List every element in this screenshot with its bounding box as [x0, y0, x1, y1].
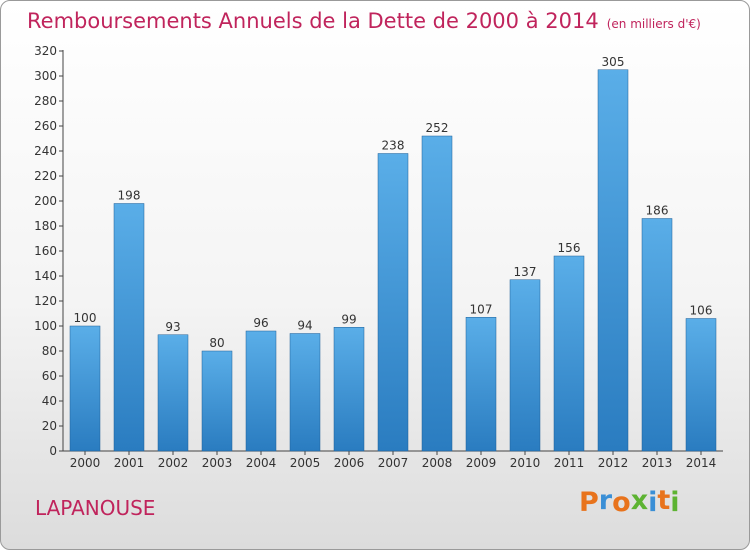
- bar-2003: [201, 350, 233, 452]
- y-tick-label: 240: [34, 144, 57, 158]
- bar-2000: [69, 325, 101, 452]
- logo-letter: o: [612, 487, 631, 518]
- y-tick-label: 180: [34, 219, 57, 233]
- data-label: 100: [74, 311, 97, 325]
- data-label: 96: [253, 316, 268, 330]
- y-tick-label: 0: [49, 444, 57, 458]
- data-label: 107: [470, 302, 493, 316]
- data-label: 198: [118, 189, 141, 203]
- y-tick-label: 320: [34, 44, 57, 58]
- y-tick-label: 80: [42, 344, 57, 358]
- x-tick-label: 2013: [642, 456, 673, 470]
- data-label: 93: [165, 320, 180, 334]
- x-tick-label: 2002: [158, 456, 189, 470]
- data-label: 80: [209, 336, 224, 350]
- y-tick-label: 300: [34, 69, 57, 83]
- logo-letter: i: [648, 487, 658, 518]
- y-tick-label: 60: [42, 369, 57, 383]
- y-tick-label: 280: [34, 94, 57, 108]
- x-tick-label: 2011: [554, 456, 585, 470]
- y-tick-label: 40: [42, 394, 57, 408]
- data-label: 106: [690, 304, 713, 318]
- bar-2008: [421, 135, 453, 452]
- logo-letter: r: [598, 485, 613, 516]
- chart-title-main: Remboursements Annuels de la Dette de 20…: [27, 9, 599, 33]
- y-tick-label: 160: [34, 244, 57, 258]
- data-label: 186: [646, 204, 669, 218]
- bar-2007: [377, 153, 409, 452]
- data-label: 305: [602, 55, 625, 69]
- x-tick-label: 2007: [378, 456, 409, 470]
- x-tick-label: 2010: [510, 456, 541, 470]
- y-tick-label: 220: [34, 169, 57, 183]
- y-tick-label: 120: [34, 294, 57, 308]
- bar-2009: [465, 317, 497, 452]
- x-tick-label: 2014: [686, 456, 717, 470]
- chart-title: Remboursements Annuels de la Dette de 20…: [27, 9, 701, 33]
- data-label: 137: [514, 265, 537, 279]
- logo-letter: x: [630, 485, 649, 516]
- data-label: 238: [382, 139, 405, 153]
- bar-2013: [641, 218, 673, 452]
- x-tick-label: 2006: [334, 456, 365, 470]
- y-tick-label: 100: [34, 319, 57, 333]
- data-label: 99: [341, 312, 356, 326]
- x-tick-label: 2004: [246, 456, 277, 470]
- bar-2002: [157, 334, 189, 452]
- x-tick-label: 2003: [202, 456, 233, 470]
- logo-letter: t: [657, 485, 671, 516]
- x-tick-label: 2001: [114, 456, 145, 470]
- x-tick-label: 2005: [290, 456, 321, 470]
- bar-2004: [245, 330, 277, 452]
- logo-letter: P: [579, 487, 599, 518]
- y-tick-label: 260: [34, 119, 57, 133]
- bar-2012: [597, 69, 629, 452]
- x-tick-label: 2008: [422, 456, 453, 470]
- chart-unit-label: (en milliers d'€): [606, 17, 701, 31]
- y-tick-label: 20: [42, 419, 57, 433]
- bar-2006: [333, 327, 365, 452]
- y-tick-label: 140: [34, 269, 57, 283]
- bar-2014: [685, 318, 717, 452]
- proxiti-logo[interactable]: Proxiti: [579, 485, 680, 518]
- bar-2011: [553, 255, 585, 452]
- data-label: 94: [297, 319, 312, 333]
- x-tick-label: 2000: [70, 456, 101, 470]
- x-tick-label: 2012: [598, 456, 629, 470]
- town-name: LAPANOUSE: [35, 496, 156, 520]
- y-tick-label: 200: [34, 194, 57, 208]
- bar-2005: [289, 333, 321, 452]
- x-tick-label: 2009: [466, 456, 497, 470]
- logo-letter: i: [670, 487, 680, 518]
- bar-2010: [509, 279, 541, 452]
- data-label: 252: [426, 121, 449, 135]
- bar-2001: [113, 203, 145, 452]
- data-label: 156: [558, 241, 581, 255]
